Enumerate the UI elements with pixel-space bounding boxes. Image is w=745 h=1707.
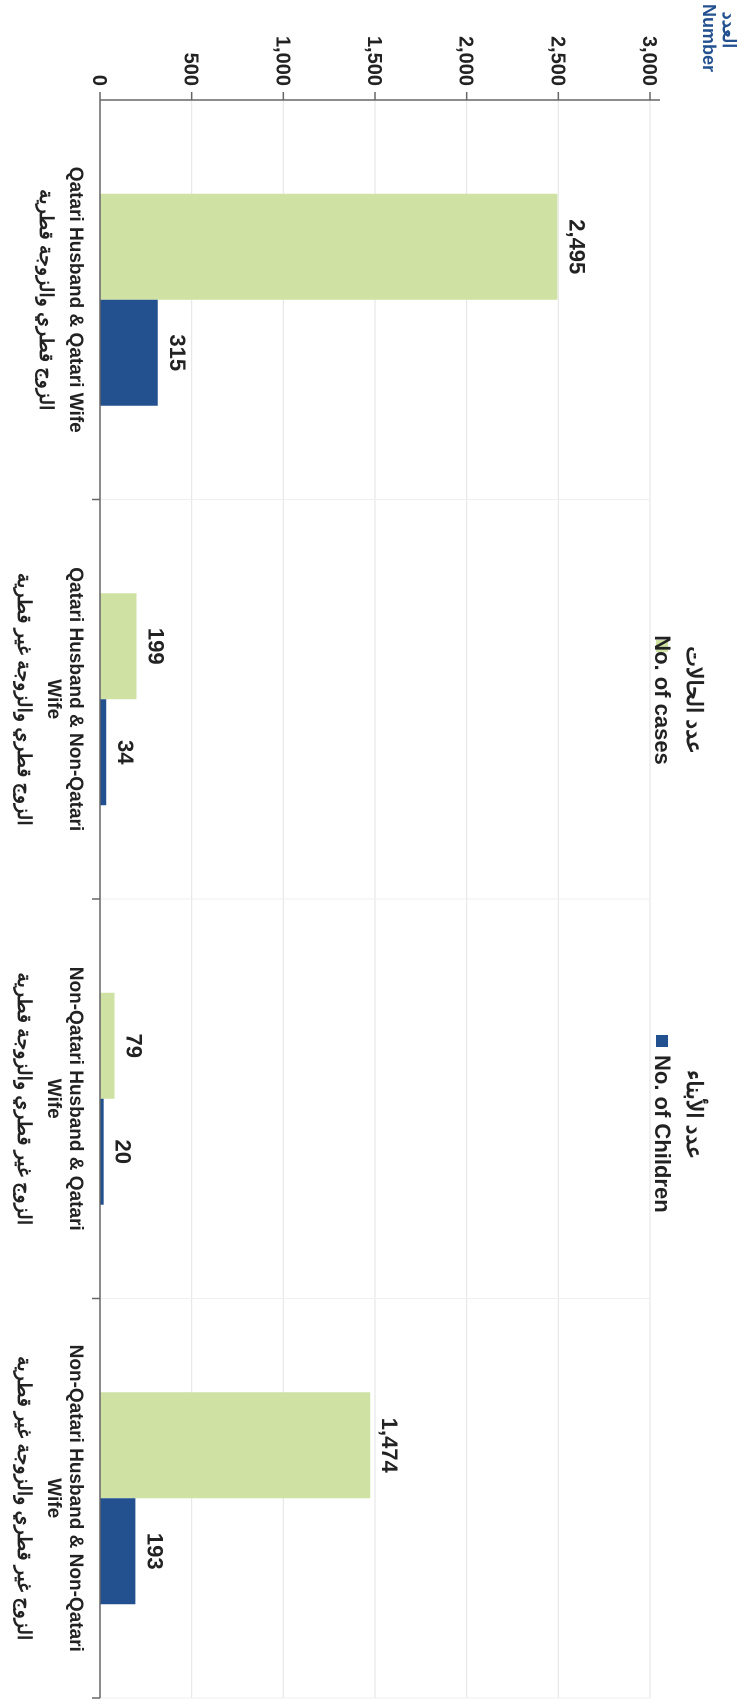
- y-axis-title-ar: العدد: [719, 12, 739, 49]
- data-label: 193: [142, 1533, 167, 1570]
- legend-swatch-children: [656, 1035, 668, 1047]
- category-label-ar: الزوج قطري والزوجة قطرية: [34, 189, 56, 410]
- bars: [100, 193, 558, 1605]
- data-labels: 2,495 199 79 1,474 315 34 20 193: [111, 219, 590, 1569]
- legend-label-cases: No. of cases: [650, 635, 675, 765]
- y-tick-label: 1,500: [363, 36, 385, 86]
- legend-label-children: No. of Children: [650, 1055, 675, 1213]
- y-tick-label: 3,000: [638, 36, 660, 86]
- axes: [92, 92, 660, 1699]
- y-axis-title-en: Number: [699, 4, 719, 72]
- category-label-ar: الزوج قطري والزوجة غير قطرية: [12, 573, 34, 826]
- bar-cases: [100, 992, 115, 1099]
- bar-cases: [100, 193, 558, 300]
- legend-label-children-ar: عدد الأبناء: [682, 1070, 709, 1159]
- y-tick-label: 0: [88, 75, 110, 86]
- category-label-en: Non-Qatari Husband & Non-Qatari: [65, 1345, 86, 1652]
- legend: عدد الحالات No. of cases عدد الأبناء No.…: [650, 635, 709, 1212]
- bar-children: [100, 1098, 104, 1205]
- y-tick-labels: 0 500 1,000 1,500 2,000 2,500 3,000: [88, 36, 660, 86]
- data-label: 2,495: [564, 219, 589, 274]
- bar-cases: [100, 1392, 371, 1499]
- category-label-en: Wife: [43, 1478, 64, 1518]
- category-label-ar: الزوج غير قطري والزوجة غير قطرية: [12, 1356, 34, 1640]
- category-labels: Qatari Husband & Qatari Wife الزوج قطري و…: [12, 167, 86, 1652]
- y-tick-label: 2,000: [455, 36, 477, 86]
- legend-label-cases-ar: عدد الحالات: [682, 646, 707, 754]
- bar-children: [100, 299, 158, 406]
- category-label-ar: الزوج غير قطري والزوجة قطرية: [12, 972, 34, 1225]
- y-axis-title: العدد Number: [699, 4, 739, 72]
- data-label: 315: [165, 334, 190, 371]
- category-label-en: Wife: [43, 1079, 64, 1119]
- data-label: 1,474: [377, 1418, 402, 1474]
- data-label: 34: [113, 740, 138, 765]
- bar-children: [100, 1498, 136, 1605]
- bar-cases: [100, 593, 137, 700]
- category-label-en: Qatari Husband & Non-Qatari: [65, 567, 86, 831]
- bar-children: [100, 699, 107, 806]
- y-tick-label: 1,000: [271, 36, 293, 86]
- data-label: 79: [121, 1034, 146, 1058]
- category-label-en: Qatari Husband & Qatari Wife: [65, 167, 86, 433]
- legend-swatch-cases: [656, 640, 668, 652]
- category-label-en: Wife: [43, 679, 64, 719]
- category-label-en: Non-Qatari Husband & Qatari: [65, 967, 86, 1231]
- y-tick-label: 500: [180, 53, 202, 86]
- data-label: 199: [143, 628, 168, 665]
- data-label: 20: [111, 1140, 136, 1164]
- y-tick-label: 2,500: [546, 36, 568, 86]
